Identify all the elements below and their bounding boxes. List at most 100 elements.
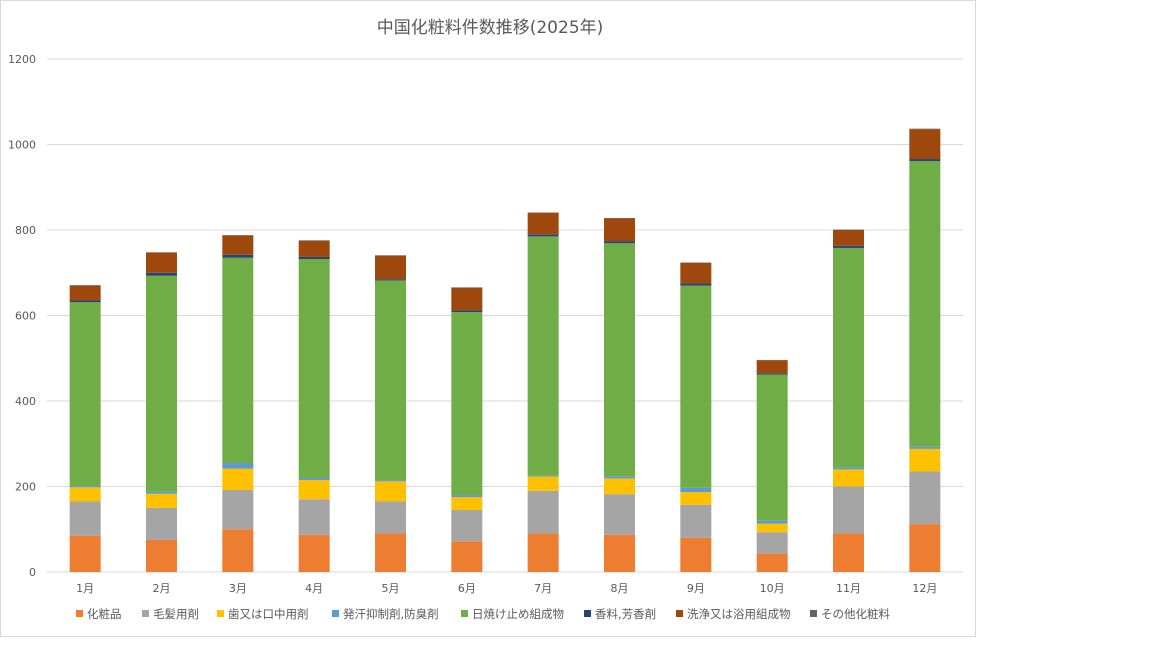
legend-label: 香料,芳香剤: [595, 607, 656, 621]
bar-segment: [451, 497, 483, 511]
x-tick-label: 3月: [229, 582, 247, 595]
legend-swatch: [332, 610, 339, 617]
bar-segment: [833, 247, 864, 468]
bar-segment: [680, 285, 712, 488]
bar-segment: [146, 275, 177, 492]
bar-segment: [222, 489, 254, 530]
bar-segment: [451, 495, 483, 498]
bar-segment: [604, 241, 635, 244]
legend-label: その他化粧料: [821, 607, 890, 621]
x-tick-label: 1月: [76, 582, 94, 595]
bar-segment: [298, 240, 330, 257]
bar-segment: [527, 212, 559, 235]
legend-label: 歯又は口中用剤: [228, 607, 309, 621]
bar-segment: [604, 476, 635, 479]
gridlines: [47, 58, 963, 573]
bar-segment: [833, 467, 864, 470]
bar-segment: [756, 374, 788, 521]
bar-segment: [756, 373, 788, 375]
bar-segment: [222, 468, 254, 490]
x-tick-label: 9月: [687, 582, 705, 595]
chart-title: 中国化粧料件数推移(2025年): [377, 18, 604, 38]
legend-swatch: [584, 610, 591, 617]
bar-segment: [298, 480, 330, 500]
bar-segment: [375, 480, 406, 482]
y-tick-label: 600: [15, 310, 36, 323]
bar-segment: [680, 492, 712, 505]
legend-swatch: [676, 610, 683, 617]
bar-segment: [909, 161, 941, 447]
bar-segment: [375, 501, 406, 534]
bar-segment: [146, 493, 177, 508]
bar-segment: [375, 255, 406, 280]
bar-segment: [756, 532, 788, 554]
x-tick-label: 10月: [760, 582, 785, 595]
x-tick-label: 6月: [458, 582, 476, 595]
legend: 化粧品 毛髪用剤 歯又は口中用剤 発汗抑制剤,防臭剤 日焼け止め組成物 香料,芳香剤 洗浄又…: [76, 607, 890, 621]
bar-segment: [604, 494, 635, 535]
bar-segment: [604, 243, 635, 477]
bar-segment: [604, 534, 635, 572]
bar-segment: [909, 129, 941, 160]
bar-segment: [222, 529, 254, 572]
legend-label: 毛髪用剤: [153, 607, 199, 621]
y-tick-label: 400: [15, 395, 36, 408]
y-tick-label: 800: [15, 224, 36, 237]
bar-segment: [298, 259, 330, 478]
legend-swatch: [76, 610, 83, 617]
bar-segment: [451, 510, 483, 542]
bar-segment: [680, 504, 712, 538]
x-tick-label: 4月: [305, 582, 323, 595]
bar-segment: [833, 486, 864, 534]
bar-segment: [680, 262, 712, 284]
bar-segment: [833, 245, 864, 248]
bar-segment: [756, 523, 788, 533]
bar-segment: [298, 499, 330, 535]
bar-segment: [527, 234, 559, 237]
y-tick-label: 200: [15, 481, 36, 494]
bar-segment: [222, 235, 254, 255]
bar-segment: [909, 159, 941, 162]
x-axis-ticks: 1月 2月 3月 4月 5月 6月 7月 8月 9月 10月 11月 12月: [76, 582, 937, 595]
bar-segment: [298, 256, 330, 260]
bar-segment: [527, 490, 559, 534]
bar-segment: [222, 462, 254, 469]
bar-segment: [909, 524, 941, 572]
bar-segment: [756, 360, 788, 374]
bar-segment: [146, 252, 177, 273]
x-tick-label: 8月: [611, 582, 629, 595]
bar-segment: [222, 257, 254, 463]
legend-swatch: [142, 610, 149, 617]
bar-segment: [451, 541, 483, 572]
legend-swatch: [217, 610, 224, 617]
chart-svg: 中国化粧料件数推移(2025年) 0 200 400 600 800 1000 1200 1…: [8, 18, 963, 621]
legend-swatch: [810, 610, 817, 617]
bar-segment: [451, 312, 483, 496]
y-tick-label: 1000: [8, 139, 36, 152]
bar-segment: [146, 491, 177, 494]
bar-segment: [298, 534, 330, 572]
bars: [69, 128, 941, 572]
legend-label: 洗浄又は浴用組成物: [687, 607, 791, 621]
legend-label: 日焼け止め組成物: [472, 607, 564, 621]
x-tick-label: 11月: [836, 582, 861, 595]
bar-segment: [69, 285, 101, 301]
chart-frame: 中国化粧料件数推移(2025年) 0 200 400 600 800 1000 1200 1…: [0, 0, 976, 637]
bar-segment: [680, 537, 712, 572]
bar-segment: [909, 448, 941, 472]
bar-segment: [146, 272, 177, 276]
bar-segment: [527, 476, 559, 491]
y-tick-label: 0: [29, 566, 36, 579]
bar-segment: [604, 478, 635, 495]
bar-segment: [527, 236, 559, 476]
bar-segment: [909, 446, 941, 449]
x-tick-label: 2月: [153, 582, 171, 595]
x-tick-label: 12月: [912, 582, 937, 595]
bar-segment: [69, 535, 101, 572]
bar-segment: [451, 310, 483, 313]
x-tick-label: 5月: [382, 582, 400, 595]
bar-segment: [833, 469, 864, 487]
bar-segment: [375, 280, 406, 481]
bar-segment: [146, 539, 177, 572]
bar-segment: [375, 481, 406, 502]
